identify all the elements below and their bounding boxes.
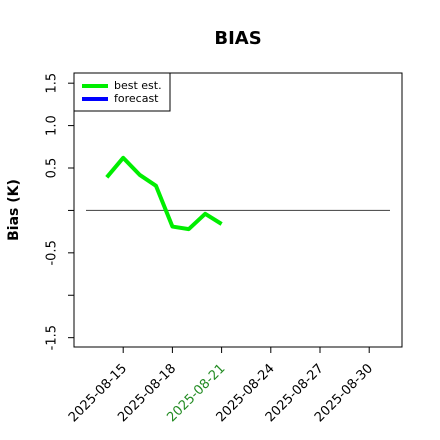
chart-title: BIAS: [214, 28, 261, 49]
legend-label: forecast: [114, 92, 159, 105]
legend-label: best est.: [114, 79, 162, 92]
series-line: [105, 155, 223, 232]
y-tick-label: -0.5: [45, 240, 60, 265]
y-axis-label: Bias (K): [6, 179, 22, 241]
y-tick-label: 1.5: [45, 73, 60, 94]
legend-box: [73, 72, 171, 112]
y-tick-label: 0.5: [45, 158, 60, 179]
y-tick-label: -1.5: [45, 325, 60, 350]
y-tick-label: 1.0: [45, 115, 60, 136]
legend: best est.forecast: [73, 72, 171, 112]
